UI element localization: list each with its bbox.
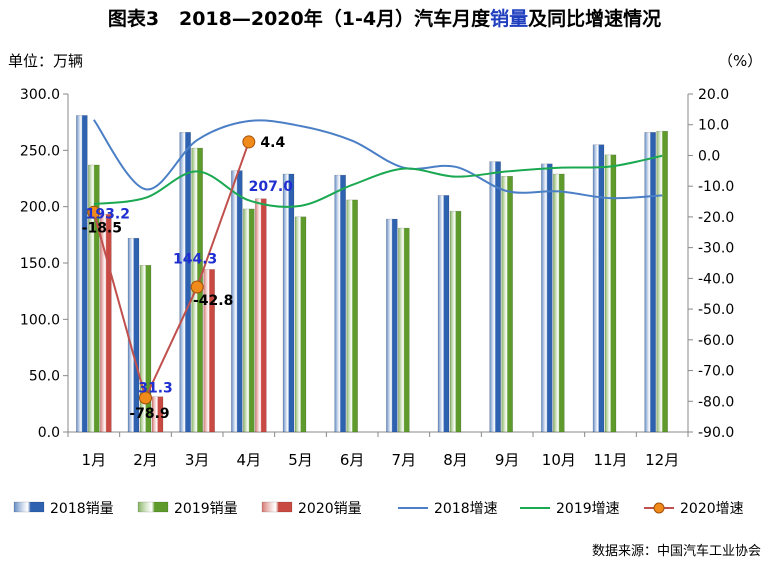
left-tick-label: 150.0 [20, 256, 60, 272]
right-tick-label: -60.0 [698, 333, 734, 349]
bar-2018销量-10月 [541, 163, 553, 433]
data-label-2020增速: -78.9 [129, 406, 169, 422]
bar-2019销量-1月 [88, 164, 100, 433]
bar-2018销量-7月 [386, 218, 398, 433]
data-label-2020增速: -42.8 [193, 293, 233, 309]
data-label-2020销量: 144.3 [173, 251, 217, 267]
right-axis-unit: （%） [718, 52, 763, 70]
data-label-2020销量: 193.2 [86, 206, 130, 222]
bar-2018销量-8月 [437, 195, 450, 433]
bar-2019销量-10月 [553, 173, 565, 433]
right-tick-label: -80.0 [698, 394, 734, 410]
legend-swatch [261, 501, 293, 513]
bar-2020销量-3月 [203, 269, 215, 433]
bar-2018销量-3月 [179, 132, 191, 433]
legend-item-2020增速: 2020增速 [644, 501, 744, 517]
x-tick-label: 9月 [495, 451, 520, 469]
bar-2020销量-1月 [100, 214, 112, 433]
left-tick-label: 0.0 [38, 425, 60, 441]
x-tick-label: 7月 [392, 451, 417, 469]
bar-2019销量-12月 [656, 130, 668, 433]
legend-label: 2019销量 [174, 501, 238, 517]
bar-2020销量-4月 [255, 198, 267, 433]
left-tick-label: 250.0 [20, 143, 60, 159]
x-tick-label: 11月 [593, 451, 627, 469]
bar-2019销量-4月 [243, 208, 255, 433]
legend-label: 2019增速 [556, 501, 620, 517]
right-tick-label: 20.0 [698, 87, 729, 103]
marker-2020增速-4月 [242, 135, 256, 149]
legend-label: 2020销量 [298, 501, 362, 517]
right-tick-label: -90.0 [698, 425, 734, 441]
x-tick-label: 4月 [237, 451, 262, 469]
line-2018增速 [93, 119, 663, 200]
line-2020增速 [92, 141, 250, 401]
bar-2019销量-11月 [604, 154, 617, 433]
title-main: 2018—2020年（1-4月）汽车月度 [178, 8, 491, 30]
bar-2018销量-6月 [334, 174, 346, 433]
left-axis-unit: 单位：万辆 [8, 52, 84, 70]
legend-item-2018增速: 2018增速 [398, 501, 498, 517]
bar-2019销量-2月 [139, 265, 152, 433]
title-suffix: 及同比增速情况 [528, 8, 662, 30]
bar-2019销量-5月 [294, 216, 307, 433]
bar-2019销量-7月 [398, 227, 410, 433]
marker-2020增速-3月 [190, 280, 204, 294]
legend-item-2020销量: 2020销量 [261, 501, 362, 517]
title-highlight: 销量 [490, 8, 529, 30]
right-tick-label: -10.0 [698, 179, 734, 195]
marker-2020增速-1月 [87, 205, 101, 219]
bar-2018销量-2月 [127, 237, 140, 433]
marker-2020增速-2月 [139, 391, 152, 405]
data-label-2020销量: 207.0 [249, 179, 294, 195]
bar-2018销量-9月 [489, 161, 501, 433]
right-tick-label: 0.0 [698, 148, 720, 164]
x-tick-label: 6月 [340, 451, 365, 469]
right-tick-label: -50.0 [698, 302, 734, 318]
data-source-note: 数据来源：中国汽车工业协会 [591, 544, 761, 559]
x-tick-label: 10月 [542, 451, 576, 469]
legend-label: 2018增速 [434, 501, 498, 517]
x-tick-label: 3月 [185, 451, 210, 469]
chart-title: 图表3 2018—2020年（1-4月）汽车月度销量及同比增速情况 [0, 4, 769, 31]
legend-item-2019销量: 2019销量 [137, 501, 238, 517]
legend-swatch [13, 501, 45, 513]
bar-2018销量-1月 [76, 115, 88, 433]
line-2019增速 [93, 154, 663, 208]
x-tick-label: 12月 [645, 451, 679, 469]
legend-swatch [137, 501, 169, 513]
legend-marker [653, 502, 665, 514]
legend-item-2018销量: 2018销量 [13, 501, 114, 517]
bar-2019销量-9月 [501, 175, 513, 433]
right-tick-label: -20.0 [698, 210, 734, 226]
left-tick-label: 300.0 [20, 87, 60, 103]
right-tick-label: -40.0 [698, 271, 734, 287]
bar-2018销量-4月 [231, 170, 243, 433]
legend-item-2019增速: 2019增速 [520, 501, 620, 517]
bar-2019销量-8月 [449, 210, 462, 433]
data-label-2020增速: -18.5 [82, 220, 122, 236]
legend-label: 2020增速 [680, 501, 744, 517]
x-tick-label: 1月 [82, 451, 107, 469]
title-prefix: 图表3 [107, 8, 160, 30]
bar-2020销量-2月 [151, 396, 164, 433]
left-tick-label: 50.0 [29, 369, 60, 385]
x-tick-label: 2月 [133, 451, 158, 469]
x-tick-label: 5月 [288, 451, 313, 469]
bar-2018销量-5月 [282, 173, 295, 433]
right-tick-label: -70.0 [698, 364, 734, 380]
data-label-2020销量: 31.3 [138, 381, 173, 397]
bar-2019销量-6月 [346, 199, 358, 433]
left-tick-label: 100.0 [20, 312, 60, 328]
bar-2018销量-12月 [644, 132, 656, 433]
legend-label: 2018销量 [50, 501, 114, 517]
right-tick-label: 10.0 [698, 118, 729, 134]
data-label-2020增速: 4.4 [260, 135, 285, 151]
bar-2018销量-11月 [592, 144, 605, 433]
left-tick-label: 200.0 [20, 200, 60, 216]
x-tick-label: 8月 [443, 451, 468, 469]
right-tick-label: -30.0 [698, 241, 734, 257]
